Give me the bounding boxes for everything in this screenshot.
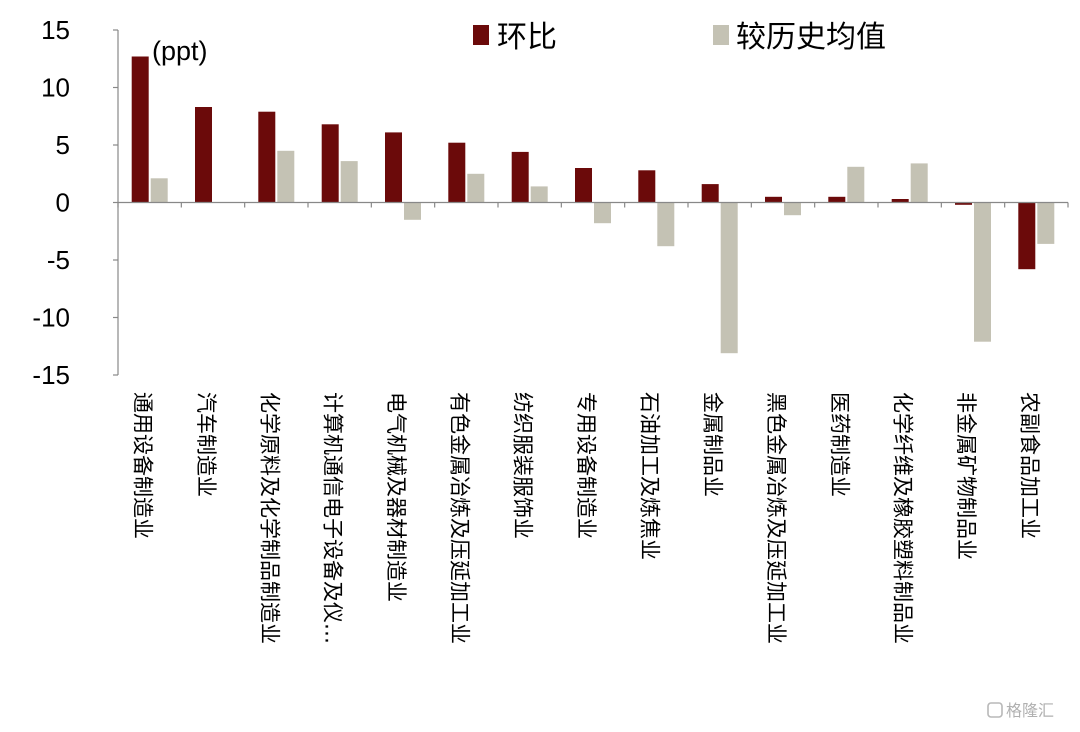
category-label-2: 化学原料及化学制品制造业 (257, 392, 281, 644)
bar-vs-history-2 (277, 150, 295, 203)
bar-mom-9 (701, 184, 719, 203)
category-label-4: 电气机械及器材制造业 (384, 392, 408, 602)
category-label-1: 汽车制造业 (194, 392, 218, 497)
watermark-logo: 格隆汇 (987, 701, 1054, 720)
category-label-9: 金属制品业 (701, 392, 725, 497)
bar-vs-history-6 (530, 186, 548, 203)
x-axis (117, 201, 1069, 208)
bar-vs-history-8 (657, 202, 675, 247)
bar-vs-history-0 (150, 178, 168, 203)
bar-mom-5 (448, 142, 466, 203)
y-tick-label: 10 (41, 73, 70, 103)
category-label-5: 有色金属冶炼及压延加工业 (447, 392, 471, 644)
bar-vs-history-12 (910, 163, 928, 203)
legend-label-mom: 环比 (497, 20, 557, 55)
y-tick-label: 15 (41, 15, 70, 45)
bar-vs-history-7 (594, 202, 611, 224)
bar-mom-0 (131, 56, 149, 203)
y-tick-label: 0 (56, 188, 70, 218)
category-label-14: 农副食品加工业 (1017, 392, 1041, 539)
bar-vs-history-14 (1037, 202, 1055, 244)
bar-vs-history-11 (847, 166, 865, 203)
bar-mom-4 (385, 132, 402, 203)
bar-vs-history-13 (974, 202, 991, 342)
category-label-10: 黑色金属冶炼及压延加工业 (764, 392, 788, 644)
legend-swatch-mom (473, 25, 489, 45)
bar-mom-2 (258, 111, 276, 203)
y-tick-label: 5 (56, 130, 70, 160)
bar-mom-10 (765, 196, 782, 203)
bar-mom-11 (828, 196, 846, 203)
bar-vs-history-4 (404, 202, 421, 220)
bar-vs-history-9 (720, 202, 738, 354)
bar-vs-history-5 (467, 173, 485, 203)
legend: 环比 较历史均值 (473, 20, 886, 55)
legend-swatch-vs-history (713, 25, 729, 45)
watermark-text: 格隆汇 (1006, 701, 1054, 720)
bar-mom-7 (575, 168, 592, 203)
category-label-8: 石油加工及炼焦业 (637, 392, 661, 560)
bar-mom-12 (891, 199, 909, 203)
category-label-7: 专用设备制造业 (574, 392, 598, 539)
category-label-12: 化学纤维及橡胶塑料制品业 (891, 392, 915, 644)
bar-mom-14 (1018, 202, 1036, 270)
y-tick-label: -15 (32, 360, 70, 390)
category-label-3: 计算机通信电子设备及仪… (321, 392, 345, 644)
bar-mom-1 (195, 107, 212, 203)
unit-label: (ppt) (152, 36, 208, 66)
category-label-13: 非金属矿物制品业 (954, 392, 978, 560)
bar-mom-8 (638, 170, 656, 203)
bar-vs-history-3 (340, 161, 358, 203)
bar-mom-13 (955, 202, 972, 205)
bar-mom-3 (321, 124, 339, 203)
bar-vs-history-10 (784, 202, 801, 216)
y-tick-label: -5 (47, 245, 70, 275)
legend-label-vs-history: 较历史均值 (736, 20, 886, 55)
category-labels: 通用设备制造业 汽车制造业 化学原料及化学制品制造业 计算机通信电子设备及仪… 电气机械… (131, 392, 1042, 644)
y-axis: 15 10 5 0 -5 -10 -15 (32, 15, 119, 390)
bars (131, 56, 1055, 354)
bar-mom-6 (511, 151, 529, 203)
category-label-6: 纺织服装服饰业 (511, 392, 535, 539)
category-label-11: 医药制造业 (827, 392, 851, 497)
y-tick-label: -10 (32, 303, 70, 333)
category-label-0: 通用设备制造业 (131, 392, 155, 539)
